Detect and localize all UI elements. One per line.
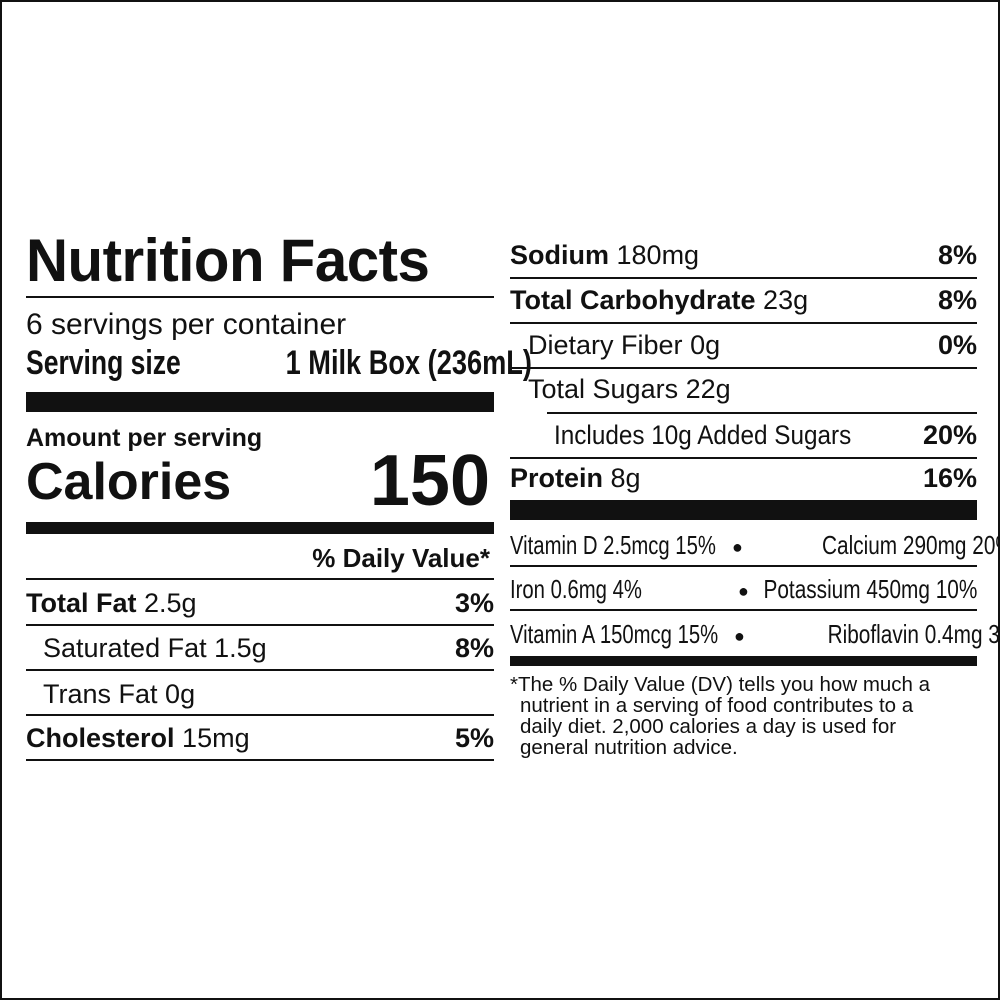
nutrient-dv: 5% — [454, 723, 494, 753]
nutrient-dv: 8% — [937, 285, 977, 315]
nutrient-amount: 22g — [685, 374, 731, 404]
vitamin-left: Iron 0.6mg 4% — [510, 574, 642, 604]
vitamin-left: Vitamin A 150mcg 15% — [510, 619, 719, 649]
nutrient-name: Dietary Fiber — [528, 330, 683, 360]
nutrient-row: Dietary Fiber 0g 0% — [510, 332, 977, 359]
divider — [26, 578, 494, 580]
calories-value: 150 — [369, 441, 490, 521]
divider — [510, 367, 977, 369]
divider — [510, 609, 977, 611]
thick-bar — [26, 522, 494, 534]
divider — [26, 714, 494, 716]
nutrient-row: Saturated Fat 1.5g 8% — [26, 635, 494, 662]
servings-per-container: 6 servings per container — [26, 308, 347, 341]
divider — [26, 669, 494, 671]
thick-bar — [26, 392, 494, 412]
nutrient-row: Total Carbohydrate 23g 8% — [510, 287, 977, 314]
divider — [510, 322, 977, 324]
nutrient-row: Protein 8g 16% — [510, 465, 977, 492]
nutrient-name: Total Fat — [26, 588, 137, 618]
amount-per-serving: Amount per serving — [26, 424, 263, 452]
serving-size-row: Serving size 1 Milk Box (236mL) — [26, 344, 532, 382]
nutrient-name: Cholesterol — [26, 723, 175, 753]
bullet-icon: ● — [732, 537, 743, 557]
vitamin-right: Potassium 450mg 10% — [763, 574, 977, 604]
nutrient-row: Trans Fat 0g — [26, 681, 494, 708]
nutrient-name: Total Sugars — [528, 374, 679, 404]
nutrient-name: Sodium — [510, 240, 609, 270]
calories-label: Calories — [26, 453, 232, 511]
thick-bar — [510, 500, 977, 520]
nutrient-row: Cholesterol 15mg 5% — [26, 725, 494, 752]
vitamin-right: Riboflavin 0.4mg 30% — [827, 619, 1000, 649]
vitamin-row: Vitamin D 2.5mcg 15% ● Calcium 290mg 20% — [510, 530, 1000, 560]
nutrient-row: Sodium 180mg 8% — [510, 242, 977, 269]
nutrient-name: Total Carbohydrate — [510, 285, 756, 315]
nutrient-dv: 8% — [454, 633, 494, 663]
nutrient-name: Includes 10g Added Sugars — [554, 420, 852, 450]
thick-bar — [510, 656, 977, 666]
nutrient-name: Saturated Fat — [43, 633, 207, 663]
divider — [26, 759, 494, 761]
nutrient-dv: 16% — [922, 463, 977, 493]
vitamin-left: Vitamin D 2.5mcg 15% — [510, 530, 716, 560]
divider — [510, 277, 977, 279]
nutrient-row: Total Fat 2.5g 3% — [26, 590, 494, 617]
divider — [26, 296, 494, 298]
nutrient-dv: 20% — [922, 420, 977, 450]
nutrient-amount: 15mg — [182, 723, 250, 753]
nutrient-amount: 0g — [165, 679, 196, 709]
nutrient-amount: 8g — [610, 463, 641, 493]
nutrient-amount: 180mg — [616, 240, 700, 270]
nutrient-row: Total Sugars 22g — [510, 376, 977, 403]
nutrient-row: Includes 10g Added Sugars 20% — [510, 422, 977, 449]
divider — [510, 565, 977, 567]
bullet-icon: ● — [734, 626, 745, 646]
nutrient-amount: 23g — [763, 285, 809, 315]
vitamin-right: Calcium 290mg 20% — [821, 530, 1000, 560]
divider — [547, 412, 977, 414]
nutrient-dv: 3% — [454, 588, 494, 618]
divider — [26, 624, 494, 626]
vitamin-row: Iron 0.6mg 4% ● Potassium 450mg 10% — [510, 576, 977, 602]
divider — [510, 457, 977, 459]
nutrient-name: Protein — [510, 463, 604, 493]
serving-size-label: Serving size — [26, 344, 181, 382]
label-title: Nutrition Facts — [26, 227, 430, 294]
daily-value-header: % Daily Value* — [312, 543, 490, 573]
nutrient-amount: 0g — [690, 330, 721, 360]
nutrient-dv: 0% — [937, 330, 977, 360]
footnote: *The % Daily Value (DV) tells you how mu… — [510, 673, 931, 759]
nutrient-name: Trans Fat — [43, 679, 158, 709]
nutrient-dv: 8% — [937, 240, 977, 270]
nutrient-amount: 1.5g — [214, 633, 267, 663]
nutrient-amount: 2.5g — [144, 588, 197, 618]
serving-size-value: 1 Milk Box (236mL) — [286, 344, 533, 382]
bullet-icon: ● — [738, 581, 749, 601]
vitamin-row: Vitamin A 150mcg 15% ● Riboflavin 0.4mg … — [510, 619, 1000, 649]
